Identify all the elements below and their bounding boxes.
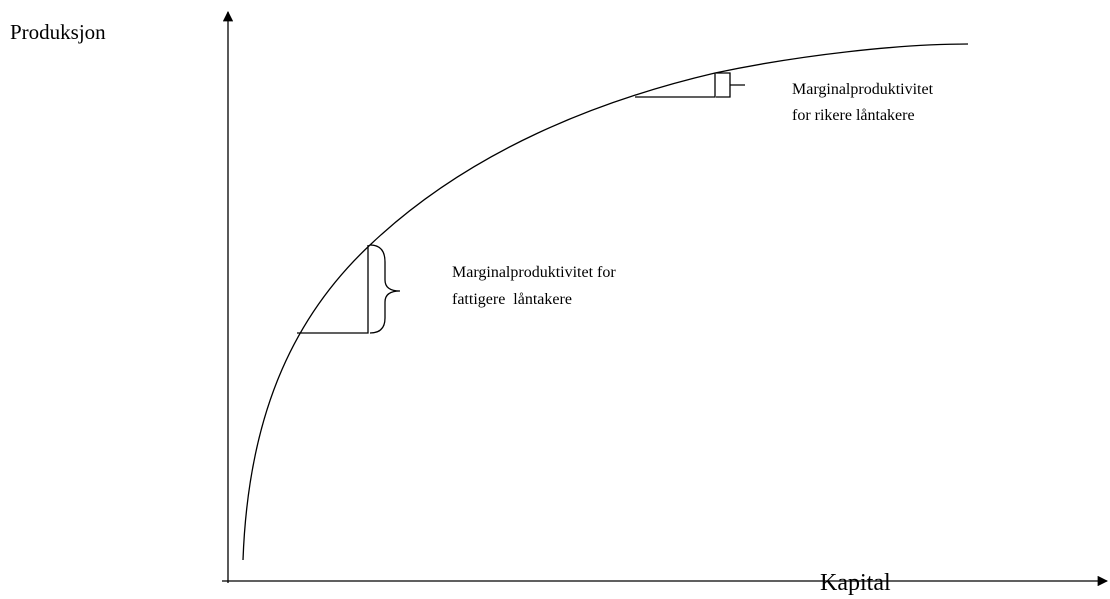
annotation-line: fattigere låntakere [452, 291, 572, 308]
annotation-line: for rikere låntakere [792, 107, 915, 124]
rich-brace [716, 72, 745, 98]
x-axis-label: Kapital [820, 570, 891, 596]
poor-triangle [297, 245, 369, 334]
annotation-line: Marginalproduktivitet for [452, 264, 616, 281]
poor-brace [369, 244, 401, 334]
production-curve [242, 43, 969, 561]
rich-triangle [635, 73, 716, 98]
annotation-line: Marginalproduktivitet [792, 81, 934, 98]
y-axis-label: Produksjon [10, 20, 106, 44]
